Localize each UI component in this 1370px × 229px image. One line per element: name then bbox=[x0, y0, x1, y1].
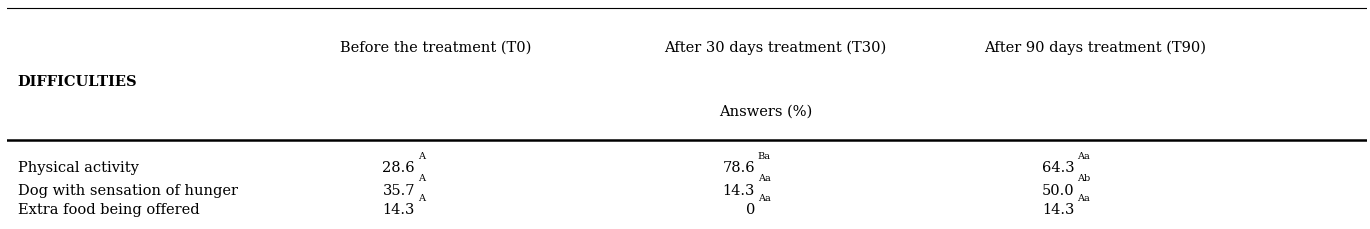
Text: 50.0: 50.0 bbox=[1043, 183, 1075, 197]
Text: 78.6: 78.6 bbox=[722, 161, 755, 174]
Text: Ab: Ab bbox=[1077, 174, 1091, 183]
Text: After 30 days treatment (T30): After 30 days treatment (T30) bbox=[664, 40, 886, 54]
Text: Dog with sensation of hunger: Dog with sensation of hunger bbox=[18, 183, 238, 197]
Text: Ba: Ba bbox=[758, 151, 771, 160]
Text: 14.3: 14.3 bbox=[382, 202, 415, 216]
Text: A: A bbox=[418, 151, 425, 160]
Text: 0: 0 bbox=[745, 202, 755, 216]
Text: A: A bbox=[418, 174, 425, 183]
Text: 35.7: 35.7 bbox=[382, 183, 415, 197]
Text: Before the treatment (T0): Before the treatment (T0) bbox=[340, 40, 532, 54]
Text: Aa: Aa bbox=[1077, 151, 1091, 160]
Text: Aa: Aa bbox=[758, 174, 770, 183]
Text: A: A bbox=[418, 193, 425, 202]
Text: 14.3: 14.3 bbox=[1043, 202, 1075, 216]
Text: 28.6: 28.6 bbox=[382, 161, 415, 174]
Text: 64.3: 64.3 bbox=[1043, 161, 1075, 174]
Text: 14.3: 14.3 bbox=[723, 183, 755, 197]
Text: Answers (%): Answers (%) bbox=[719, 104, 812, 118]
Text: After 90 days treatment (T90): After 90 days treatment (T90) bbox=[984, 40, 1206, 54]
Text: Extra food being offered: Extra food being offered bbox=[18, 202, 200, 216]
Text: Aa: Aa bbox=[758, 193, 770, 202]
Text: Physical activity: Physical activity bbox=[18, 161, 138, 174]
Text: DIFFICULTIES: DIFFICULTIES bbox=[18, 74, 137, 88]
Text: Aa: Aa bbox=[1077, 193, 1091, 202]
